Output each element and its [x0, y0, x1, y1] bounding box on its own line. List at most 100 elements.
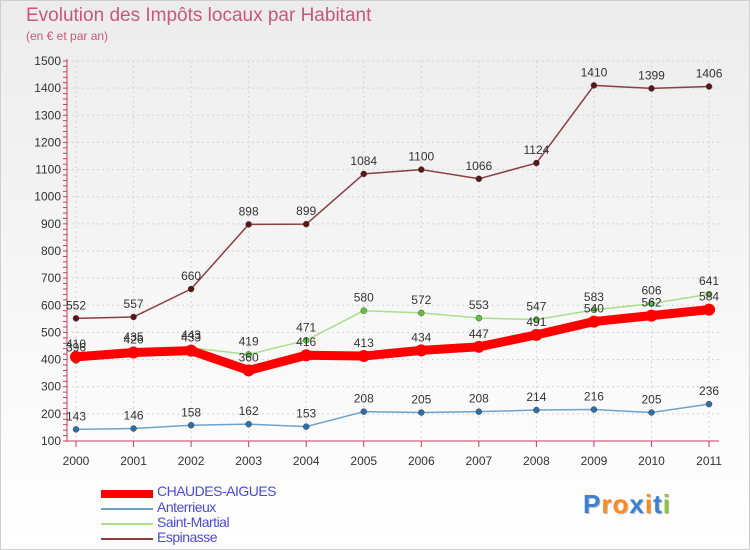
data-point-chaudes-aigues-2000 — [70, 350, 82, 363]
data-point-anterrieux-2006 — [418, 409, 425, 416]
data-label-saint-martial-2003: 419 — [239, 334, 259, 348]
x-tick-2000: 2000 — [63, 454, 90, 468]
x-tick-2001: 2001 — [120, 454, 147, 468]
data-label-saint-martial-2008: 547 — [526, 300, 546, 314]
data-label-chaudes-aigues-2000: 410 — [66, 337, 86, 351]
data-label-anterrieux-2006: 205 — [411, 393, 431, 407]
data-label-chaudes-aigues-2006: 434 — [411, 330, 431, 344]
data-label-anterrieux-2010: 205 — [641, 393, 661, 407]
data-point-chaudes-aigues-2011 — [703, 303, 716, 316]
data-label-espinasse-2003: 898 — [239, 204, 259, 218]
x-tick-2005: 2005 — [350, 454, 377, 468]
data-label-anterrieux-2003: 162 — [239, 404, 259, 418]
data-point-espinasse-2007 — [475, 175, 483, 183]
data-label-anterrieux-2002: 158 — [181, 405, 201, 419]
data-label-chaudes-aigues-2008: 491 — [526, 315, 546, 329]
legend-label-espinasse: Espinasse — [157, 529, 218, 545]
x-tick-2004: 2004 — [293, 454, 320, 468]
legend-swatch-saint-martial — [101, 523, 153, 525]
data-point-espinasse-2008 — [533, 159, 540, 167]
data-label-chaudes-aigues-2003: 360 — [239, 350, 259, 364]
data-label-saint-martial-2011: 641 — [699, 274, 719, 288]
data-label-espinasse-2008: 1124 — [523, 143, 549, 157]
series-line-anterrieux — [75, 403, 710, 431]
data-label-espinasse-2007: 1066 — [465, 159, 492, 173]
proxiti-logo-letter: i — [662, 489, 671, 519]
y-tick-100: 100 — [41, 434, 61, 448]
data-label-saint-martial-2004: 471 — [296, 320, 316, 334]
data-point-anterrieux-2004 — [302, 423, 310, 430]
data-point-chaudes-aigues-2009 — [587, 315, 600, 328]
data-point-anterrieux-2005 — [360, 408, 367, 415]
data-point-anterrieux-2001 — [130, 425, 137, 432]
data-point-anterrieux-2009 — [590, 406, 598, 413]
data-point-espinasse-2003 — [245, 221, 252, 228]
data-point-chaudes-aigues-2006 — [415, 344, 428, 357]
data-point-espinasse-2009 — [590, 82, 598, 89]
y-tick-400: 400 — [41, 353, 61, 367]
y-tick-900: 900 — [41, 217, 61, 231]
data-point-chaudes-aigues-2004 — [300, 349, 313, 362]
y-tick-800: 800 — [41, 244, 61, 258]
x-tick-2002: 2002 — [178, 454, 205, 468]
data-label-saint-martial-2001: 435 — [124, 330, 144, 344]
data-label-espinasse-2001: 557 — [124, 297, 144, 311]
data-point-anterrieux-2010 — [648, 409, 655, 416]
y-tick-1300: 1300 — [34, 108, 61, 122]
data-point-espinasse-2011 — [705, 83, 713, 90]
data-point-saint-martial-2011 — [705, 290, 713, 298]
legend-label-anterrieux: Anterrieux — [157, 499, 216, 515]
series-line-chaudes-aigues — [71, 305, 714, 375]
data-point-chaudes-aigues-2008 — [530, 328, 543, 341]
data-point-saint-martial-2009 — [590, 306, 598, 314]
data-point-espinasse-2002 — [187, 285, 195, 293]
data-point-espinasse-2004 — [302, 220, 310, 228]
data-point-chaudes-aigues-2001 — [127, 346, 140, 359]
data-point-espinasse-2005 — [360, 170, 367, 178]
data-label-anterrieux-2011: 236 — [699, 384, 719, 398]
y-tick-1200: 1200 — [34, 135, 61, 149]
data-label-espinasse-2002: 660 — [181, 269, 201, 283]
y-tick-300: 300 — [41, 380, 61, 394]
legend-swatch-chaudes-aigues — [101, 490, 153, 498]
x-tick-2011: 2011 — [696, 454, 722, 468]
data-point-anterrieux-2002 — [187, 422, 195, 429]
series-line-espinasse — [75, 84, 710, 320]
data-point-saint-martial-2007 — [475, 314, 483, 322]
data-point-saint-martial-2006 — [418, 309, 425, 317]
data-point-anterrieux-2008 — [533, 406, 540, 414]
legend-label-chaudes-aigues: CHAUDES-AIGUES — [157, 483, 277, 499]
data-label-chaudes-aigues-2001: 426 — [124, 333, 144, 347]
data-point-anterrieux-2003 — [245, 420, 252, 428]
data-label-saint-martial-2010: 606 — [641, 284, 661, 298]
y-tick-1500: 1500 — [34, 54, 61, 68]
data-label-saint-martial-2000: 396 — [66, 341, 86, 355]
data-point-saint-martial-2008 — [533, 316, 540, 323]
x-tick-2010: 2010 — [638, 454, 665, 468]
x-tick-2007: 2007 — [465, 454, 492, 468]
data-label-anterrieux-2008: 214 — [526, 390, 546, 404]
data-label-chaudes-aigues-2005: 413 — [354, 336, 374, 350]
proxiti-logo-letter: r — [601, 489, 613, 519]
data-point-anterrieux-2011 — [705, 400, 713, 408]
legend-swatch-espinasse — [101, 538, 153, 540]
data-label-saint-martial-2005: 580 — [354, 291, 374, 305]
data-label-anterrieux-2004: 153 — [296, 407, 316, 421]
proxiti-logo-letter: P — [583, 489, 602, 519]
data-label-chaudes-aigues-2009: 540 — [584, 302, 604, 316]
data-label-saint-martial-2007: 553 — [469, 298, 489, 312]
data-label-espinasse-2009: 1410 — [581, 65, 608, 79]
data-point-saint-martial-2003 — [245, 351, 252, 358]
data-label-saint-martial-2009: 583 — [584, 290, 604, 304]
y-tick-500: 500 — [41, 325, 61, 339]
data-point-saint-martial-2010 — [648, 300, 655, 307]
data-label-chaudes-aigues-2010: 562 — [641, 296, 661, 310]
data-label-chaudes-aigues-2007: 447 — [469, 327, 489, 341]
x-tick-2003: 2003 — [235, 454, 262, 468]
y-tick-700: 700 — [41, 271, 61, 285]
data-label-anterrieux-2005: 208 — [354, 392, 374, 406]
data-label-espinasse-2006: 1100 — [408, 150, 434, 164]
data-point-anterrieux-2000 — [72, 426, 80, 433]
y-tick-1400: 1400 — [34, 81, 61, 95]
